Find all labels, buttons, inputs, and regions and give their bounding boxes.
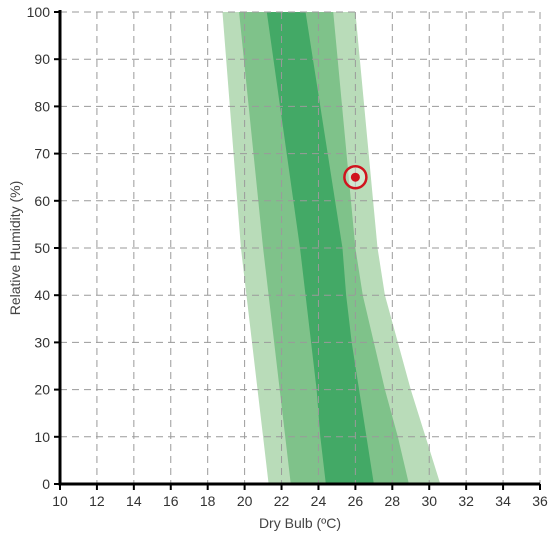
y-tick-label-40: 40	[34, 287, 50, 303]
x-tick-label-34: 34	[495, 493, 511, 509]
x-tick-label-30: 30	[421, 493, 437, 509]
x-tick-label-26: 26	[348, 493, 364, 509]
y-tick-label-50: 50	[34, 240, 50, 256]
x-tick-label-20: 20	[237, 493, 253, 509]
y-axis-title: Relative Humidity (%)	[7, 181, 23, 316]
x-tick-label-24: 24	[311, 493, 327, 509]
y-tick-label-20: 20	[34, 382, 50, 398]
x-tick-label-36: 36	[532, 493, 548, 509]
x-tick-label-16: 16	[163, 493, 179, 509]
grid-lines	[60, 11, 541, 484]
x-tick-label-28: 28	[385, 493, 401, 509]
x-axis-title: Dry Bulb (ºC)	[259, 515, 341, 531]
y-tick-label-100: 100	[27, 4, 51, 20]
x-tick-label-10: 10	[52, 493, 68, 509]
y-tick-label-10: 10	[34, 429, 50, 445]
comfort-band-inner	[266, 12, 374, 484]
x-tick-label-22: 22	[274, 493, 290, 509]
y-tick-label-30: 30	[34, 334, 50, 350]
y-tick-label-60: 60	[34, 193, 50, 209]
y-tick-label-70: 70	[34, 146, 50, 162]
y-tick-label-90: 90	[34, 51, 50, 67]
y-tick-label-0: 0	[42, 476, 50, 492]
x-tick-label-14: 14	[126, 493, 142, 509]
operating-point-marker	[343, 164, 368, 190]
x-tick-label-18: 18	[200, 493, 216, 509]
y-tick-label-80: 80	[34, 98, 50, 114]
marker-dot	[350, 172, 360, 182]
x-tick-label-12: 12	[89, 493, 105, 509]
x-tick-label-32: 32	[458, 493, 474, 509]
tick-labels: 10 12 14 16 18 20 22 24 26 28 30 32 34 36010203040506…	[27, 4, 548, 509]
